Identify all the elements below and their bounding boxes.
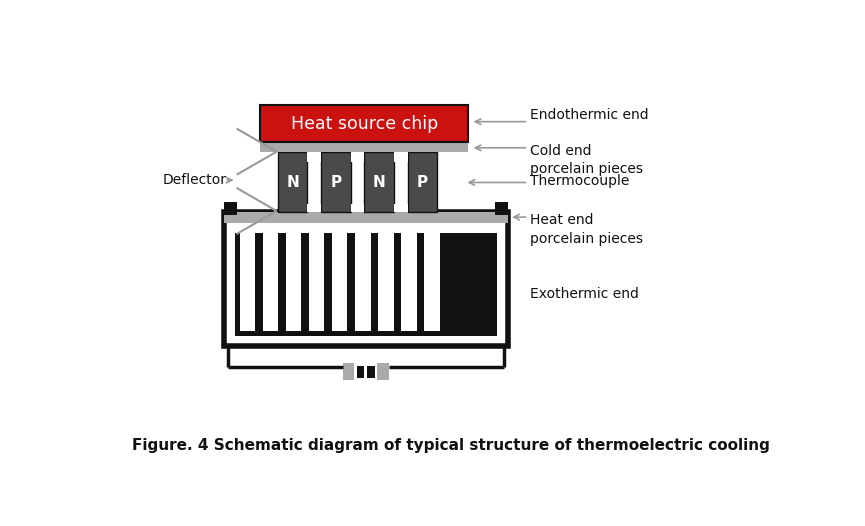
- Bar: [285, 231, 301, 331]
- Bar: [279, 153, 307, 212]
- Bar: [332, 231, 348, 331]
- Bar: [343, 363, 355, 380]
- Text: Figure. 4 Schematic diagram of typical structure of thermoelectric cooling: Figure. 4 Schematic diagram of typical s…: [131, 438, 770, 453]
- Bar: [356, 231, 370, 331]
- Bar: [425, 231, 439, 331]
- Bar: [224, 203, 236, 215]
- Bar: [394, 204, 407, 212]
- Bar: [321, 153, 350, 212]
- Bar: [240, 231, 255, 331]
- Bar: [307, 204, 321, 212]
- Text: Heat source chip: Heat source chip: [291, 115, 438, 133]
- Text: Thermocouple: Thermocouple: [530, 174, 630, 188]
- Bar: [235, 234, 497, 336]
- Text: N: N: [286, 175, 299, 189]
- Bar: [309, 231, 324, 331]
- Bar: [401, 231, 417, 331]
- Bar: [307, 153, 321, 161]
- Text: Heat end
porcelain pieces: Heat end porcelain pieces: [530, 213, 643, 246]
- Bar: [377, 363, 389, 380]
- Bar: [364, 153, 394, 212]
- Bar: [260, 106, 468, 141]
- Text: Cold end
porcelain pieces: Cold end porcelain pieces: [530, 144, 643, 176]
- Bar: [350, 204, 364, 212]
- Bar: [368, 366, 375, 378]
- Text: Endothermic end: Endothermic end: [530, 108, 649, 123]
- Text: P: P: [330, 175, 342, 189]
- Bar: [394, 153, 407, 161]
- Text: P: P: [417, 175, 427, 189]
- Bar: [224, 212, 508, 222]
- Bar: [260, 143, 468, 153]
- Text: N: N: [373, 175, 386, 189]
- Bar: [407, 153, 437, 212]
- Bar: [356, 366, 364, 378]
- Text: Deflector: Deflector: [163, 173, 227, 187]
- Text: Exothermic end: Exothermic end: [530, 287, 639, 301]
- Bar: [378, 231, 394, 331]
- Bar: [263, 231, 279, 331]
- Bar: [496, 203, 508, 215]
- Bar: [224, 212, 508, 347]
- Bar: [350, 153, 364, 161]
